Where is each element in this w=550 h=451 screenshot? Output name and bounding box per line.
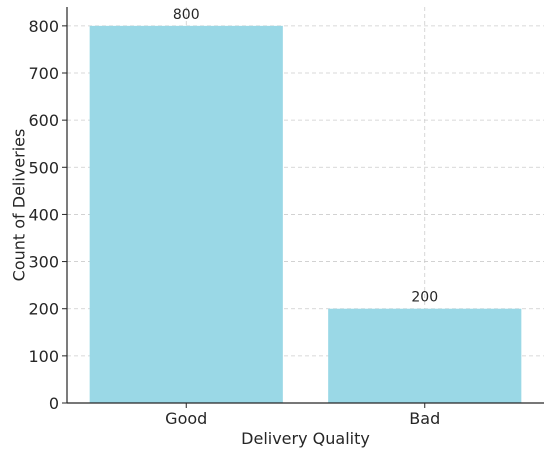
x-axis-label: Delivery Quality <box>241 429 370 448</box>
y-axis-label: Count of Deliveries <box>10 129 29 282</box>
y-tick-label: 500 <box>28 158 59 177</box>
y-tick-label: 800 <box>28 17 59 36</box>
x-tick-label: Bad <box>409 409 440 428</box>
y-tick-label: 300 <box>28 253 59 272</box>
x-ticks: Good Bad <box>165 403 440 428</box>
y-tick-label: 0 <box>49 394 59 413</box>
y-tick-label: 600 <box>28 111 59 130</box>
y-tick-label: 700 <box>28 64 59 83</box>
x-tick-label: Good <box>165 409 207 428</box>
bar-good <box>89 25 283 403</box>
bar-bad <box>328 308 522 403</box>
y-tick-label: 200 <box>28 300 59 319</box>
data-label-good: 800 <box>173 7 200 23</box>
data-labels: 800 200 <box>173 7 438 306</box>
y-tick-label: 400 <box>28 205 59 224</box>
y-tick-label: 100 <box>28 347 59 366</box>
bars <box>89 25 522 403</box>
y-ticks: 0 100 200 300 400 500 600 700 800 <box>28 17 67 413</box>
data-label-bad: 200 <box>411 290 438 306</box>
